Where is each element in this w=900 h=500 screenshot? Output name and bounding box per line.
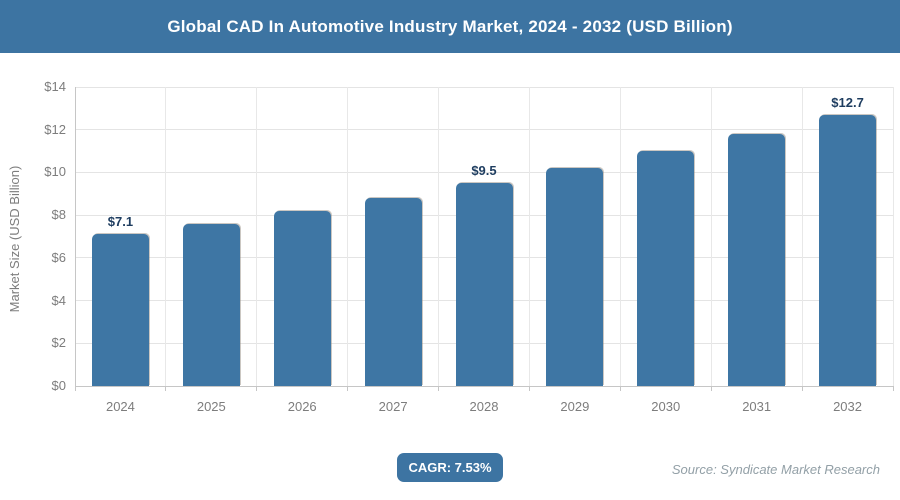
source-note: Source: Syndicate Market Research <box>671 462 880 477</box>
bar-2025 <box>182 223 240 386</box>
x-tick-label: 2032 <box>833 399 862 414</box>
x-tick-mark <box>619 386 621 391</box>
h-gridline <box>75 86 893 88</box>
v-gridline <box>256 87 258 386</box>
bar-2032 <box>819 114 877 386</box>
x-tick-mark <box>347 386 349 391</box>
x-tick-label: 2029 <box>560 399 590 414</box>
bar-2027 <box>364 198 422 386</box>
y-tick-label: $0 <box>51 378 66 393</box>
bar-2028 <box>455 183 513 386</box>
v-gridline <box>438 87 440 386</box>
x-tick-label: 2027 <box>378 399 408 414</box>
v-gridline <box>619 87 621 386</box>
plot-area: $7.1 $9.5 $12.7 <box>74 86 894 387</box>
x-tick-label: 2028 <box>469 399 499 414</box>
y-tick-label: $2 <box>51 335 66 351</box>
bar-value-label: $9.5 <box>471 163 497 179</box>
bar-2030 <box>637 151 695 386</box>
x-tick-mark <box>528 386 530 391</box>
h-gridline <box>75 129 893 131</box>
v-gridline <box>801 87 803 386</box>
y-tick-label: $12 <box>44 121 66 137</box>
y-tick-label: $8 <box>51 207 66 223</box>
cagr-badge: CAGR: 7.53% <box>397 453 503 482</box>
bar-2024 <box>91 234 149 386</box>
cagr-badge-label: CAGR: 7.53% <box>408 460 492 475</box>
x-tick-mark <box>892 386 894 391</box>
x-tick-label: 2025 <box>196 399 226 414</box>
y-tick-label: $14 <box>44 79 66 94</box>
x-tick-mark <box>165 386 167 391</box>
v-gridline <box>710 87 712 386</box>
h-gridline <box>75 385 893 387</box>
bar-2031 <box>728 134 786 386</box>
bar-value-label: $7.1 <box>107 214 134 230</box>
bar-value-label: $12.7 <box>831 94 864 110</box>
v-gridline <box>892 87 894 386</box>
h-gridline <box>75 171 893 173</box>
x-axis-tick-labels: 2024 2025 2026 2027 2028 2029 2030 2031 2032 <box>75 399 893 419</box>
x-tick-label: 2026 <box>287 399 317 414</box>
bar-chart: Market Size (USD Billion) $0 $2 $4 $6 $8 $10 $… <box>0 53 900 445</box>
x-tick-mark <box>74 386 76 391</box>
v-gridline <box>165 87 167 386</box>
y-tick-label: $6 <box>51 249 66 265</box>
chart-title-bar: Global CAD In Automotive Industry Market… <box>0 0 900 53</box>
v-gridline <box>347 87 349 386</box>
bar-2029 <box>546 168 604 386</box>
v-gridline <box>528 87 530 386</box>
page-title: Global CAD In Automotive Industry Market… <box>167 16 733 36</box>
x-tick-mark <box>710 386 712 391</box>
x-tick-mark <box>801 386 803 391</box>
y-tick-label: $10 <box>44 164 66 180</box>
x-tick-mark <box>256 386 258 391</box>
bar-2026 <box>273 210 331 386</box>
x-tick-label: 2031 <box>742 399 772 414</box>
x-tick-label: 2024 <box>105 399 135 414</box>
x-tick-mark <box>438 386 440 391</box>
y-axis-line <box>74 87 76 386</box>
x-tick-label: 2030 <box>651 399 681 414</box>
y-tick-label: $4 <box>51 292 66 308</box>
